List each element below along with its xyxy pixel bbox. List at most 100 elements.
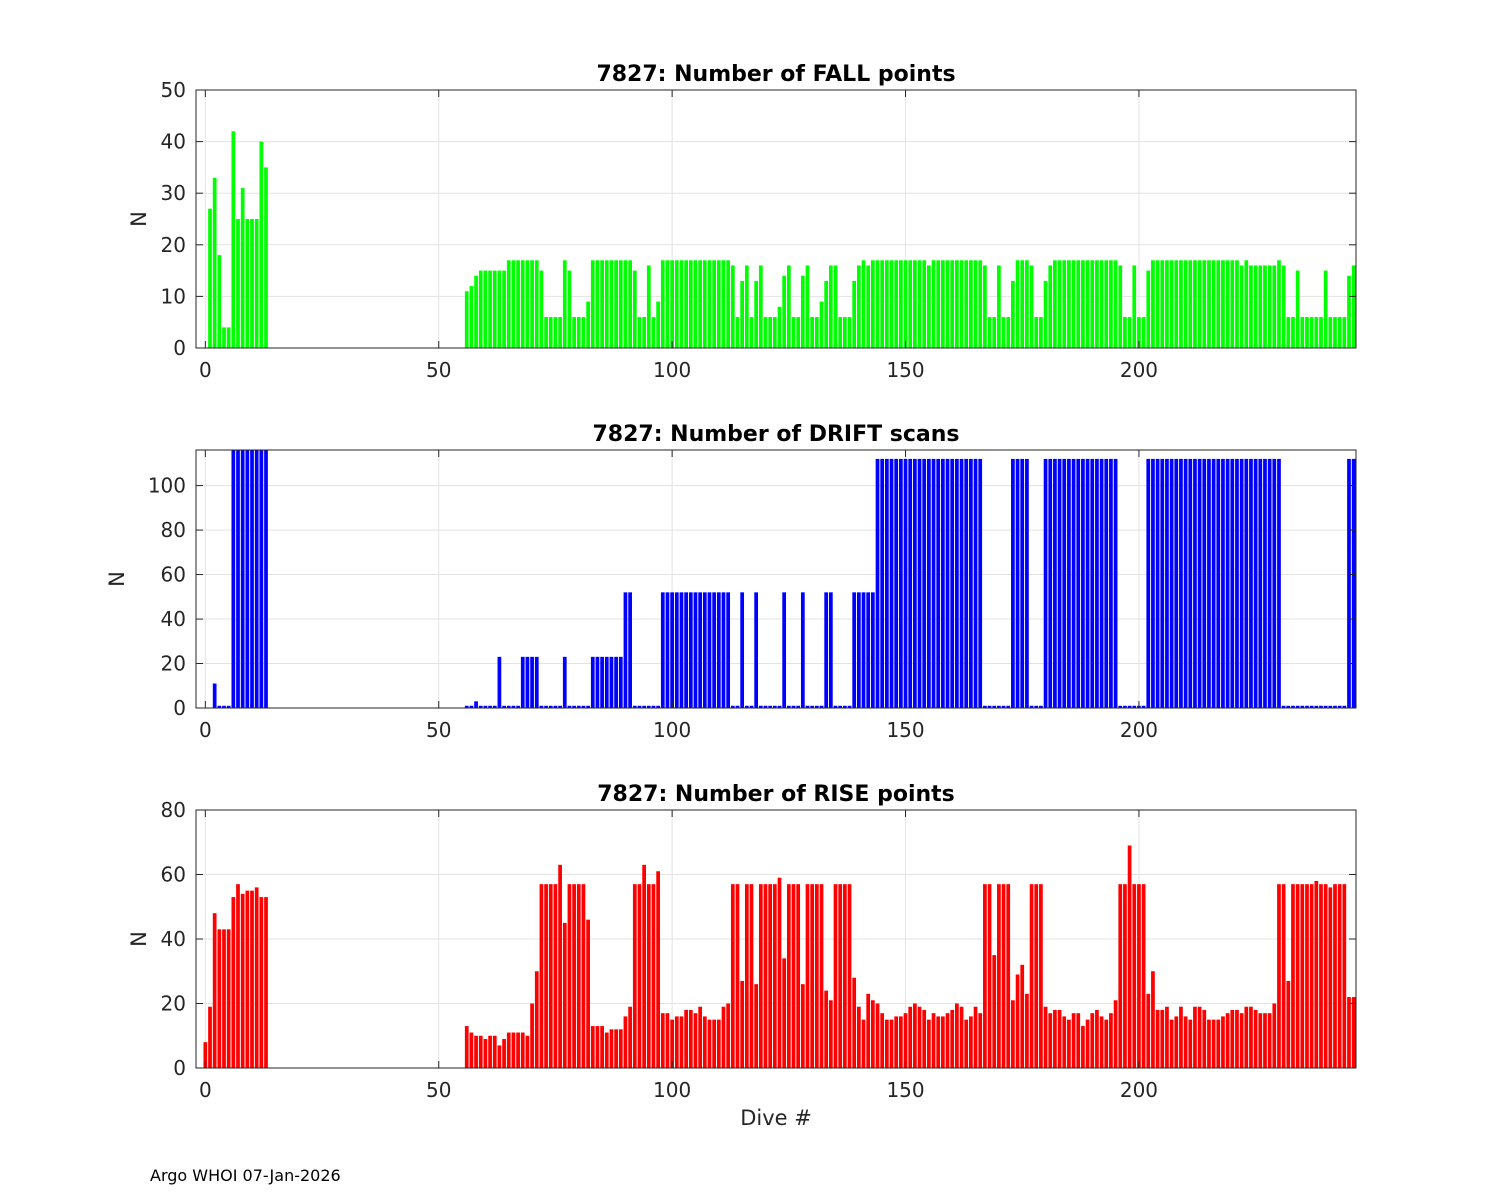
bar-dive-226 — [1258, 265, 1263, 348]
bar-dive-4 — [222, 929, 226, 1068]
bar-dive-78 — [567, 884, 572, 1068]
x-tick-label: 200 — [1120, 358, 1158, 382]
bar-dive-208 — [1174, 260, 1179, 348]
x-tick-label: 150 — [886, 1078, 924, 1102]
bar-dive-63 — [497, 656, 502, 708]
bar-dive-218 — [1221, 458, 1225, 708]
bar-dive-66 — [511, 705, 516, 708]
bar-dive-239 — [1319, 317, 1323, 348]
bar-dive-114 — [735, 317, 740, 348]
bar-dive-2 — [212, 683, 217, 708]
bar-dive-115 — [740, 592, 745, 708]
bar-dive-71 — [534, 656, 539, 708]
bar-dive-6 — [231, 131, 236, 348]
bar-dive-159 — [945, 260, 950, 348]
bar-dive-170 — [997, 265, 1001, 348]
bar-dive-240 — [1323, 705, 1328, 708]
bar-dive-72 — [539, 705, 544, 708]
bar-dive-127 — [796, 884, 801, 1068]
x-tick-label: 200 — [1120, 1078, 1158, 1102]
bar-dive-99 — [665, 260, 670, 348]
bar-dive-65 — [506, 260, 511, 348]
bar-dive-103 — [684, 1009, 688, 1068]
bar-dive-127 — [796, 317, 801, 348]
y-tick-label: 40 — [161, 607, 186, 631]
bar-dive-109 — [712, 592, 717, 708]
bar-dive-8 — [240, 893, 245, 1068]
bar-dive-134 — [828, 592, 833, 708]
bar-dive-70 — [530, 260, 534, 348]
bar-dive-177 — [1029, 884, 1034, 1068]
bar-dive-189 — [1085, 260, 1090, 348]
bar-dive-222 — [1239, 265, 1244, 348]
bar-dive-167 — [983, 884, 987, 1068]
bar-dive-106 — [698, 592, 703, 708]
y-tick-label: 30 — [161, 181, 186, 205]
bar-dive-197 — [1123, 884, 1127, 1068]
bar-dive-87 — [609, 1029, 614, 1068]
bar-dive-225 — [1253, 458, 1258, 708]
bar-dive-151 — [908, 260, 913, 348]
bar-dive-108 — [707, 1019, 712, 1069]
bar-dive-148 — [894, 458, 899, 708]
bar-dive-166 — [978, 260, 983, 348]
bar-dive-62 — [492, 705, 497, 708]
bar-dive-130 — [810, 317, 815, 348]
bar-dive-203 — [1151, 260, 1155, 348]
bar-dive-157 — [936, 1016, 941, 1068]
bar-dive-148 — [894, 260, 899, 348]
bar-dive-241 — [1328, 705, 1333, 708]
bar-dive-139 — [852, 977, 857, 1068]
bar-dive-177 — [1029, 265, 1034, 348]
bar-dive-166 — [978, 458, 983, 708]
bar-dive-75 — [553, 705, 558, 708]
bar-dive-246 — [1351, 265, 1356, 348]
bar-dive-233 — [1291, 317, 1295, 348]
bar-dive-187 — [1076, 458, 1081, 708]
bar-dive-211 — [1188, 260, 1193, 348]
bar-dive-59 — [478, 270, 483, 348]
bar-dive-125 — [786, 265, 791, 348]
bar-dive-220 — [1230, 458, 1235, 708]
bar-dive-196 — [1118, 265, 1123, 348]
bar-dive-242 — [1333, 884, 1337, 1068]
bar-dive-216 — [1211, 260, 1216, 348]
bar-dive-216 — [1211, 458, 1216, 708]
bar-dive-195 — [1113, 260, 1118, 348]
bar-dive-183 — [1057, 260, 1062, 348]
bar-dive-62 — [492, 270, 497, 348]
bar-dive-189 — [1085, 458, 1090, 708]
bar-dive-198 — [1127, 317, 1132, 348]
bar-dive-142 — [866, 592, 871, 708]
bar-dive-225 — [1253, 1009, 1258, 1068]
bar-dive-109 — [712, 260, 717, 348]
bar-dive-128 — [800, 984, 805, 1068]
bar-dive-203 — [1151, 458, 1155, 708]
bar-dive-175 — [1020, 260, 1025, 348]
bar-dive-174 — [1015, 458, 1020, 708]
bar-dive-242 — [1333, 317, 1337, 348]
bar-dive-229 — [1272, 265, 1277, 348]
bar-dive-146 — [885, 260, 889, 348]
bar-dive-104 — [688, 592, 693, 708]
bar-dive-96 — [651, 884, 656, 1068]
bar-dive-219 — [1225, 458, 1230, 708]
bar-dive-58 — [474, 275, 478, 348]
bar-dive-169 — [992, 705, 997, 708]
bar-dive-149 — [899, 458, 903, 708]
y-axis-label: N — [105, 571, 129, 587]
bar-dive-1 — [208, 208, 212, 348]
bar-dive-189 — [1085, 1019, 1090, 1069]
bar-dive-168 — [987, 705, 992, 708]
bar-dive-205 — [1160, 260, 1165, 348]
bar-dive-149 — [899, 1016, 903, 1068]
bar-dive-207 — [1169, 1019, 1174, 1069]
bar-dive-236 — [1305, 884, 1309, 1068]
x-tick-label: 0 — [199, 718, 212, 742]
bar-dive-144 — [875, 260, 880, 348]
bar-dive-237 — [1309, 884, 1314, 1068]
bar-dive-117 — [749, 317, 754, 348]
bar-dive-205 — [1160, 1009, 1165, 1068]
bar-dive-151 — [908, 458, 913, 708]
bar-dive-238 — [1314, 317, 1319, 348]
